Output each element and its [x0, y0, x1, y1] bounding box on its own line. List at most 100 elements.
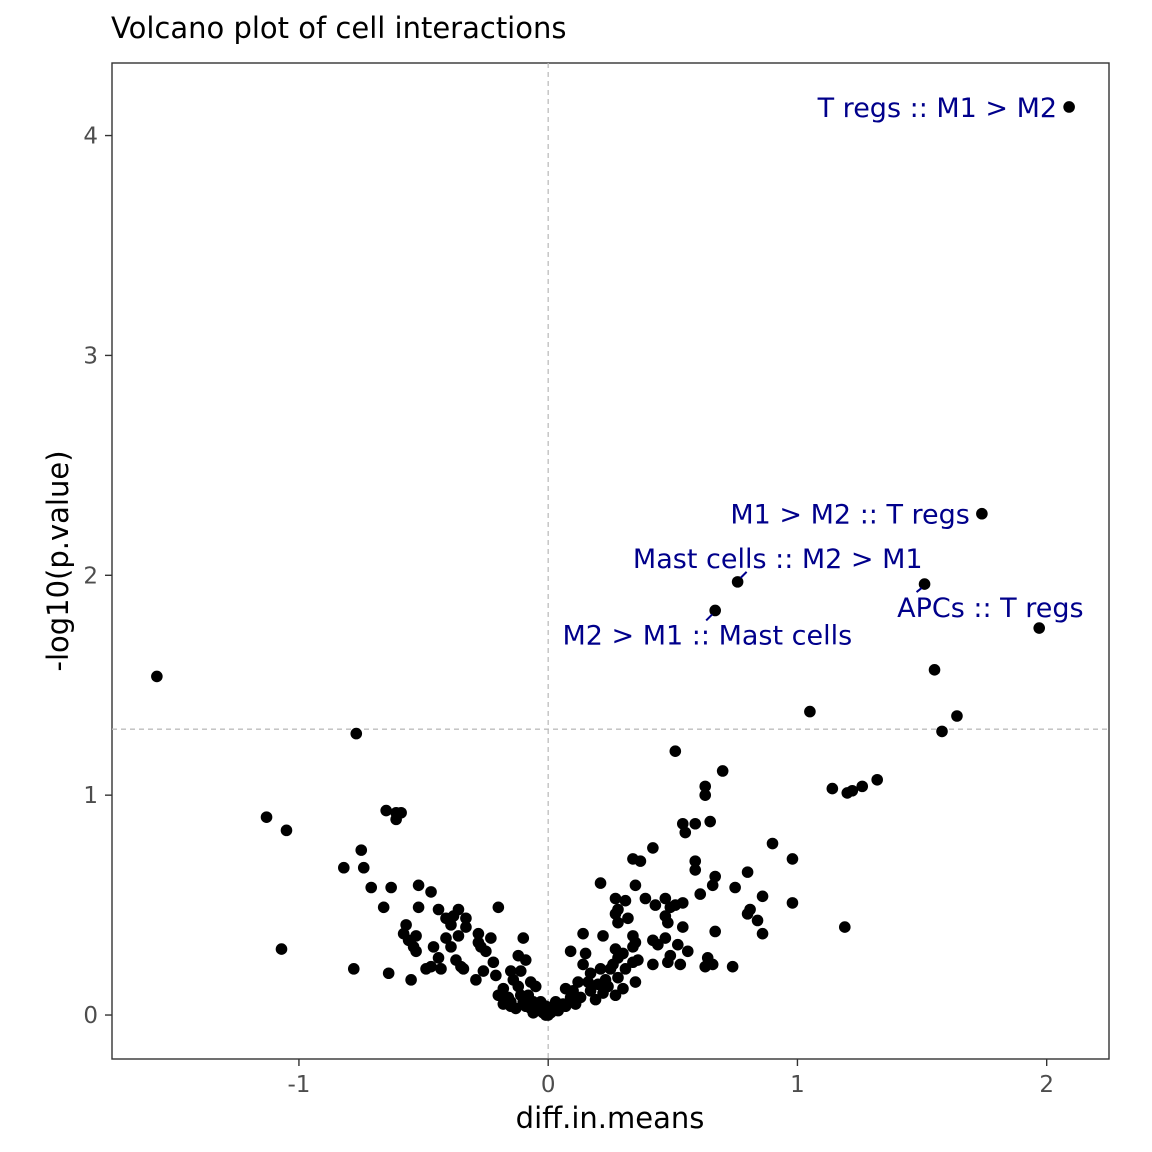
data-point — [726, 960, 739, 973]
data-point — [539, 1009, 552, 1021]
data-point — [509, 1002, 522, 1015]
data-point — [445, 941, 457, 953]
data-point — [457, 963, 470, 975]
data-point — [629, 879, 642, 892]
data-point — [487, 956, 500, 969]
data-point — [594, 877, 607, 889]
data-point — [689, 864, 702, 876]
data-point — [604, 963, 617, 975]
data-point — [634, 855, 647, 867]
data-point — [350, 727, 363, 740]
data-point — [445, 919, 457, 931]
data-point — [609, 892, 622, 905]
data-point — [928, 664, 941, 676]
data-point — [582, 976, 594, 988]
data-point — [355, 844, 368, 856]
data-point — [527, 1007, 540, 1019]
data-point — [826, 782, 839, 795]
data-point — [514, 965, 527, 977]
data-point — [786, 897, 799, 909]
data-point — [280, 824, 293, 837]
data-point — [936, 725, 948, 738]
data-point — [592, 978, 604, 991]
data-point — [679, 826, 692, 839]
data-point — [671, 938, 684, 951]
data-point — [617, 982, 629, 995]
annotation-connector — [705, 613, 713, 622]
data-point — [579, 947, 592, 960]
data-point — [577, 927, 589, 940]
data-point — [425, 886, 437, 898]
data-point — [662, 916, 674, 929]
data-point — [382, 967, 395, 980]
data-point — [577, 958, 589, 971]
data-point — [704, 815, 716, 828]
x-tick-label: 1 — [790, 1072, 805, 1098]
data-point — [1063, 101, 1075, 113]
data-point — [594, 963, 607, 975]
point-annotation-label: M1 > M2 :: T regs — [730, 500, 970, 531]
data-point — [412, 879, 425, 892]
data-point — [756, 890, 769, 903]
data-point — [519, 954, 532, 966]
data-point — [694, 888, 707, 900]
data-point — [427, 941, 440, 953]
data-points — [151, 101, 1075, 1021]
data-point — [918, 578, 931, 590]
data-point — [619, 894, 632, 907]
data-point — [706, 879, 719, 892]
y-tick-label: 1 — [83, 783, 98, 809]
data-point — [649, 899, 662, 911]
data-point — [260, 811, 273, 823]
data-point — [432, 952, 445, 964]
data-point — [699, 780, 712, 793]
y-tick-label: 0 — [83, 1003, 98, 1029]
data-point — [652, 938, 664, 951]
data-point — [492, 989, 505, 1002]
axis-ticks: -1 0 1 2 0 1 2 3 4 — [83, 124, 1054, 1098]
data-point — [741, 866, 754, 878]
x-tick-label: -1 — [287, 1072, 310, 1098]
point-annotation-label: Mast cells :: M2 > M1 — [633, 544, 923, 575]
data-point — [597, 930, 609, 942]
data-point — [669, 745, 682, 757]
data-point — [440, 932, 452, 944]
data-point — [676, 897, 689, 909]
data-point — [151, 670, 163, 683]
data-point — [766, 837, 779, 850]
y-tick-label: 2 — [83, 563, 98, 589]
data-point — [838, 921, 851, 933]
data-point — [659, 932, 672, 944]
data-point — [841, 787, 854, 799]
data-point — [681, 945, 694, 958]
data-point — [597, 987, 609, 999]
data-point — [512, 980, 525, 993]
data-point — [357, 861, 370, 874]
y-tick-label: 3 — [83, 343, 98, 369]
data-point — [664, 901, 677, 914]
data-point — [472, 927, 485, 940]
data-point — [609, 989, 622, 1002]
x-axis-title: diff.in.means — [516, 1101, 705, 1135]
data-point — [485, 932, 497, 944]
data-point — [639, 892, 652, 905]
data-point — [380, 804, 392, 817]
data-point — [385, 881, 397, 894]
data-point — [400, 919, 412, 931]
data-point — [871, 773, 883, 786]
data-point — [569, 998, 582, 1010]
data-point — [505, 965, 517, 977]
x-tick-label: 2 — [1039, 1072, 1054, 1098]
annotation-connector — [915, 587, 923, 593]
data-point — [674, 958, 687, 971]
data-point — [786, 853, 799, 865]
data-point — [517, 932, 530, 944]
y-axis-title: -log10(p.value) — [41, 450, 75, 671]
data-point — [676, 921, 689, 933]
annotation-connector — [739, 571, 748, 579]
data-point — [584, 985, 597, 997]
data-point — [410, 945, 422, 958]
data-point — [460, 912, 472, 925]
